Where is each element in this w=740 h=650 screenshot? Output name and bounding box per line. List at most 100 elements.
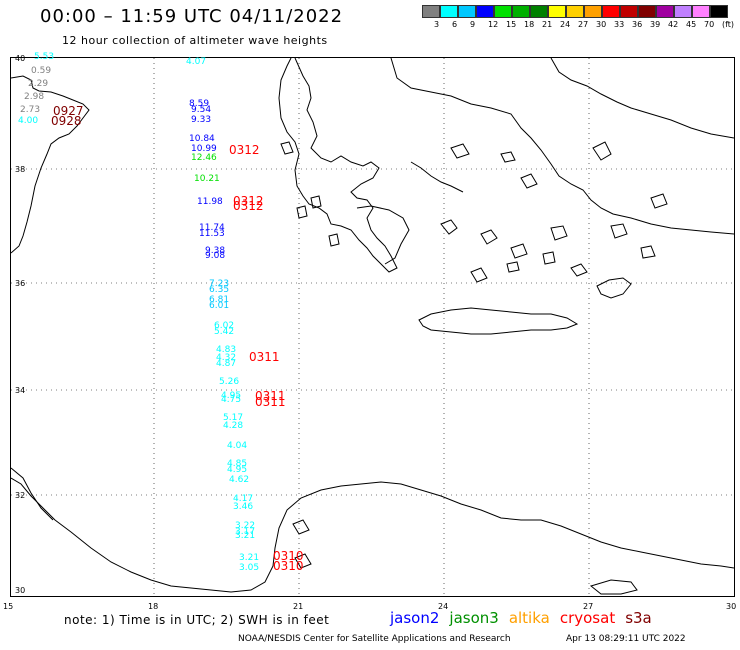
lat-label: 40 [15, 54, 26, 63]
wave-height-value: 11.53 [199, 229, 225, 239]
color-scale-label: 39 [650, 20, 661, 29]
pass-time-label: 0927 [53, 104, 84, 118]
color-scale-label: 70 [704, 20, 715, 29]
generated-timestamp: Apr 13 08:29:11 UTC 2022 [566, 634, 686, 644]
wave-height-value: 2.73 [20, 105, 41, 115]
color-swatch [710, 5, 728, 18]
wave-height-value: 9.54 [191, 105, 212, 115]
coastlines [11, 58, 734, 595]
color-swatch [674, 5, 692, 18]
lon-label: 21 [293, 602, 304, 611]
color-swatch [530, 5, 548, 18]
color-scale-label: 12 [488, 20, 499, 29]
pass-time-label: 0928 [51, 114, 82, 128]
wave-height-value: 4.95 [227, 465, 248, 475]
color-swatch [440, 5, 458, 18]
wave-height-value: 10.99 [191, 144, 217, 154]
color-swatch [476, 5, 494, 18]
lat-label: 36 [15, 279, 26, 288]
color-scale-label: 30 [596, 20, 607, 29]
color-scale-legend: 3 6 9 12 15 18 21 24 27 30 33 36 39 42 45 70 (ft) [422, 5, 734, 31]
color-swatch [656, 5, 674, 18]
wave-height-value: 3.05 [239, 563, 260, 573]
color-swatch [458, 5, 476, 18]
wave-height-value: 4.00 [18, 116, 39, 126]
coastline-map [11, 58, 734, 596]
wave-height-value: 4.95 [221, 391, 242, 401]
wave-height-value: 5.26 [219, 377, 240, 387]
wave-height-value: 2.98 [24, 92, 45, 102]
wave-height-value: 5.17 [223, 413, 244, 423]
wave-height-value: 4.83 [216, 345, 237, 355]
wave-height-value: 6.02 [214, 321, 235, 331]
wave-height-value: 4.87 [216, 359, 237, 369]
color-swatch [692, 5, 710, 18]
wave-height-value: 6.01 [209, 301, 230, 311]
color-scale-label: 45 [686, 20, 697, 29]
pass-time-label: 0310 [273, 559, 304, 573]
color-scale-label: 3 [434, 20, 440, 29]
legend-entry: s3a [625, 609, 652, 627]
wave-height-value: 5.53 [34, 52, 55, 62]
wave-height-value: 3.46 [233, 502, 254, 512]
pass-time-label: 0312 [229, 143, 260, 157]
wave-height-value: 5.42 [214, 327, 235, 337]
lon-label: 27 [583, 602, 594, 611]
color-scale-label: 24 [560, 20, 571, 29]
color-scale-label: 6 [452, 20, 458, 29]
wave-height-value: 10.84 [189, 134, 215, 144]
wave-height-value: 11.98 [197, 197, 223, 207]
wave-height-value: 4.85 [227, 459, 248, 469]
pass-time-label: 0312 [233, 199, 264, 213]
pass-time-label: 0311 [249, 350, 280, 364]
legend-entry: altika [508, 609, 550, 627]
wave-height-value: 3.21 [235, 531, 256, 541]
pass-time-label: 0311 [255, 395, 286, 409]
color-swatch [602, 5, 620, 18]
pass-time-label: 0310 [273, 549, 304, 563]
credit-text: NOAA/NESDIS Center for Satellite Applica… [238, 634, 511, 644]
wave-height-value: 11.74 [199, 223, 225, 233]
wave-height-value: 2.29 [28, 79, 49, 89]
map-subtitle: 12 hour collection of altimeter wave hei… [62, 34, 328, 47]
map-graticule [11, 58, 734, 596]
lat-label: 38 [15, 165, 26, 174]
wave-height-value: 4.75 [221, 395, 242, 405]
lon-label: 15 [3, 602, 14, 611]
wave-height-value: 3.22 [235, 521, 256, 531]
wave-height-value: 9.08 [205, 251, 226, 261]
color-scale-label: 15 [506, 20, 517, 29]
color-swatch [422, 5, 440, 18]
legend-entry: jason3 [449, 609, 499, 627]
color-scale-label: 9 [470, 20, 476, 29]
wave-height-value: 4.62 [229, 475, 250, 485]
wave-height-value: 3.17 [235, 527, 256, 537]
color-scale-label: 18 [524, 20, 535, 29]
color-swatch [512, 5, 530, 18]
wave-height-value: 10.21 [194, 174, 220, 184]
wave-height-value: 3.21 [239, 553, 260, 563]
lat-label: 32 [15, 491, 26, 500]
wave-height-value: 6.35 [209, 285, 230, 295]
pass-time-label: 0311 [255, 389, 286, 403]
wave-height-value: 8.59 [189, 99, 210, 109]
footnote: note: 1) Time is in UTC; 2) SWH is in fe… [64, 613, 330, 627]
wave-height-value: 4.04 [227, 441, 248, 451]
color-scale-label: 33 [614, 20, 625, 29]
wave-height-value: 4.32 [216, 353, 237, 363]
wave-height-value: 9.33 [191, 115, 212, 125]
color-scale-label: 27 [578, 20, 589, 29]
wave-height-value: 12.46 [191, 153, 217, 163]
wave-height-value: 6.81 [209, 295, 230, 305]
wave-height-value: 4.28 [223, 421, 244, 431]
color-swatch [620, 5, 638, 18]
lon-label: 18 [148, 602, 159, 611]
wave-height-value: 9.38 [205, 246, 226, 256]
color-swatch [638, 5, 656, 18]
legend-entry: cryosat [559, 609, 616, 627]
color-scale-label: 42 [668, 20, 679, 29]
lon-label: 30 [726, 602, 737, 611]
color-swatch [566, 5, 584, 18]
wave-height-value: 4.07 [186, 57, 207, 67]
color-swatch [494, 5, 512, 18]
